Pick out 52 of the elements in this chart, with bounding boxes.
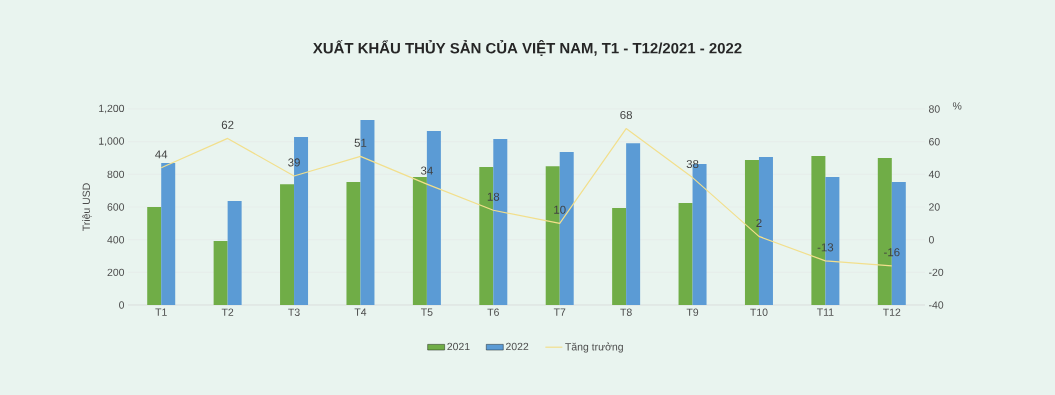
- legend-label: Tăng trưởng: [565, 342, 623, 353]
- bar: [612, 207, 627, 305]
- data-label: 51: [354, 138, 367, 147]
- bar: [161, 163, 176, 305]
- bar: [213, 240, 228, 305]
- x-tick-label: T7: [553, 308, 566, 316]
- x-tick-label: T6: [487, 308, 499, 316]
- x-tick-label: T9: [686, 308, 699, 316]
- y-axis-title: Triệu USD: [82, 183, 92, 231]
- x-tick-label: T10: [750, 308, 768, 316]
- y2-tick-label: 0: [928, 235, 934, 244]
- bar: [758, 157, 773, 305]
- data-label: 2: [756, 218, 762, 227]
- y2-tick-label: 60: [929, 137, 940, 146]
- bar: [346, 182, 361, 305]
- y2-tick-label: -20: [929, 268, 944, 277]
- data-label: 44: [155, 150, 168, 159]
- data-label: -13: [817, 243, 834, 252]
- x-tick-label: T5: [421, 308, 433, 316]
- bar: [147, 207, 162, 305]
- y2-tick-label: 40: [928, 170, 940, 179]
- y-tick-label: 1,200: [99, 104, 125, 114]
- bar: [227, 201, 242, 305]
- y-tick-label: 800: [107, 170, 125, 179]
- bar: [412, 177, 427, 305]
- y2-tick-label: 80: [928, 105, 940, 113]
- y2-axis-title: %: [952, 102, 962, 110]
- x-tick-label: T3: [288, 308, 300, 316]
- x-tick-label: T11: [816, 308, 834, 316]
- x-tick-label: T2: [221, 308, 234, 316]
- data-label: 39: [288, 158, 300, 167]
- bar: [678, 203, 693, 305]
- x-tick-label: T12: [883, 308, 901, 316]
- data-label: 62: [221, 120, 234, 129]
- data-label: 38: [686, 159, 699, 169]
- data-label: 68: [620, 110, 633, 120]
- data-label: 34: [420, 166, 433, 175]
- x-tick-label: T8: [620, 308, 632, 316]
- legend-label: 2021: [447, 342, 470, 351]
- y2-tick-label: 20: [929, 203, 940, 211]
- y-tick-label: 200: [107, 268, 125, 277]
- y-tick-label: 0: [119, 301, 125, 309]
- y-tick-label: 400: [107, 235, 125, 244]
- y-tick-label: 1,000: [99, 137, 125, 146]
- y-tick-label: 600: [107, 203, 125, 211]
- x-tick-label: T1: [155, 308, 167, 316]
- y2-tick-label: -40: [929, 301, 944, 309]
- bar: [280, 184, 295, 305]
- x-tick-label: T4: [354, 308, 367, 316]
- chart-title: XUẤT KHẨU THỦY SẢN CỦA VIỆT NAM, T1 - T12/2021 - 2022: [312, 39, 742, 57]
- legend-label: 2022: [506, 342, 529, 351]
- bar: [626, 143, 641, 305]
